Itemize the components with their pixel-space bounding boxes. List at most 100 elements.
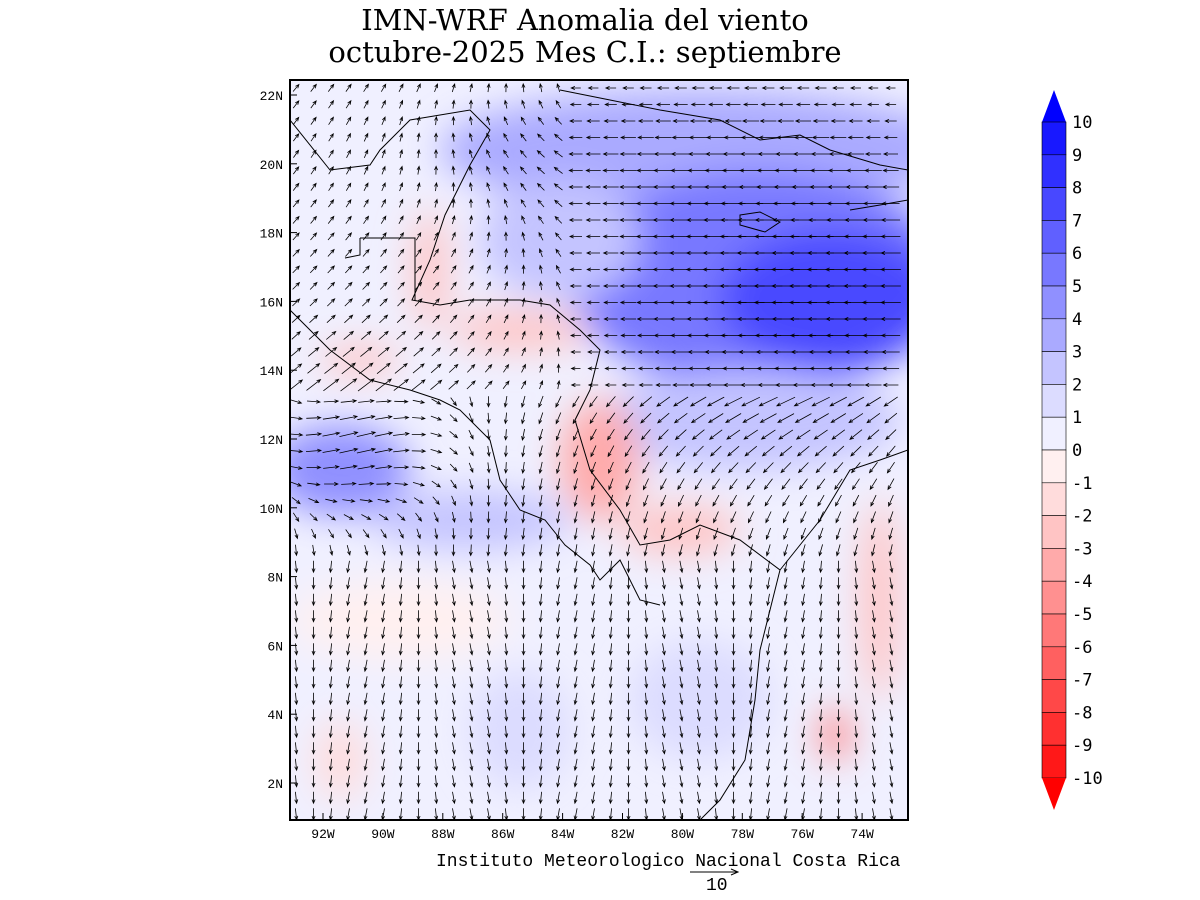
wind-arrow [468, 264, 474, 274]
wind-arrow [621, 383, 635, 387]
wind-arrow [766, 643, 771, 656]
wind-arrow [339, 415, 359, 420]
wind-arrow [884, 412, 898, 424]
wind-arrow [521, 297, 526, 307]
wind-arrow [310, 100, 317, 109]
wind-arrow [360, 346, 373, 357]
wind-arrow [801, 692, 806, 706]
wind-arrow [637, 366, 654, 371]
wind-arrow [696, 560, 701, 574]
wind-arrow [871, 775, 876, 788]
wind-arrow [363, 593, 368, 607]
wind-arrow [888, 544, 893, 557]
wind-arrow [810, 383, 831, 387]
wind-arrow [569, 267, 582, 272]
wind-arrow [835, 494, 842, 507]
wind-arrow [691, 429, 705, 440]
wind-arrow [604, 102, 617, 107]
wind-arrow [416, 83, 421, 93]
wind-arrow [695, 511, 702, 524]
wind-arrow [539, 248, 543, 258]
wind-arrow [504, 264, 508, 274]
wind-arrow [451, 181, 456, 192]
wind-arrow [310, 83, 317, 92]
wind-arrow [346, 132, 351, 142]
wind-arrow [659, 461, 668, 474]
wind-arrow [603, 350, 617, 354]
wind-arrow [783, 676, 788, 689]
wind-arrow [809, 168, 831, 173]
wind-arrow [451, 709, 456, 722]
wind-arrow [363, 742, 368, 755]
wind-arrow [412, 465, 426, 470]
wind-arrow [363, 132, 369, 142]
wind-arrow [626, 560, 631, 574]
wind-arrow [416, 659, 421, 673]
wind-arrow [833, 462, 844, 474]
wind-arrow [449, 463, 458, 472]
wind-arrow [485, 330, 492, 340]
wind-arrow [569, 333, 581, 338]
wind-arrow [536, 182, 545, 191]
wind-arrow [868, 445, 879, 457]
wind-arrow [818, 527, 824, 541]
wind-arrow [486, 231, 491, 241]
wind-arrow [377, 498, 391, 503]
wind-arrow [292, 133, 300, 142]
wind-arrow [792, 383, 814, 387]
wind-arrow [673, 412, 688, 424]
wind-arrow [451, 544, 456, 557]
wind-arrow [766, 775, 771, 788]
wind-arrow [801, 626, 806, 640]
wind-arrow [556, 83, 561, 93]
wind-arrow [363, 676, 368, 689]
colorbar-label: 6 [1072, 244, 1082, 264]
wind-arrow [696, 577, 701, 590]
wind-arrow [556, 478, 561, 491]
wind-arrow [585, 201, 601, 206]
wind-arrow [393, 378, 410, 391]
wind-arrow [696, 544, 701, 557]
wind-arrow [626, 709, 631, 722]
wind-arrow [363, 725, 368, 739]
wind-arrow [775, 396, 796, 407]
wind-arrow [679, 725, 684, 739]
colorbar-swatch [1041, 613, 1067, 648]
wind-arrow [469, 99, 473, 109]
wind-arrow [396, 314, 406, 323]
wind-arrow [538, 643, 543, 656]
wind-arrow [783, 593, 788, 607]
wind-arrow [311, 742, 316, 755]
wind-arrow [570, 350, 581, 354]
wind-arrow [290, 466, 303, 470]
wind-arrow [432, 496, 440, 506]
wind-arrow [521, 330, 526, 340]
wind-arrow [853, 527, 859, 541]
wind-arrow [486, 495, 491, 507]
wind-arrow [760, 102, 776, 107]
wind-arrow [818, 577, 823, 590]
wind-arrow [723, 396, 743, 407]
wind-arrow [714, 593, 719, 607]
wind-arrow [709, 86, 722, 90]
wind-arrow [591, 725, 596, 739]
wind-arrow [343, 514, 355, 520]
wind-arrow [643, 494, 649, 507]
wind-arrow [862, 350, 883, 354]
wind-arrow [375, 378, 392, 392]
wind-arrow [381, 116, 386, 126]
wind-arrow [748, 626, 753, 640]
wind-arrow [358, 362, 374, 375]
wind-arrow [653, 152, 673, 156]
wind-arrow [292, 232, 300, 241]
wind-arrow [585, 135, 601, 140]
wind-arrow [661, 676, 666, 689]
wind-arrow [888, 511, 894, 524]
wind-arrow [416, 709, 421, 722]
wind-arrow [889, 758, 894, 772]
wind-arrow [398, 791, 403, 805]
wind-arrow [292, 116, 300, 125]
colorbar-swatch [1041, 318, 1067, 352]
wind-arrow [357, 464, 376, 470]
wind-arrow [654, 350, 672, 354]
